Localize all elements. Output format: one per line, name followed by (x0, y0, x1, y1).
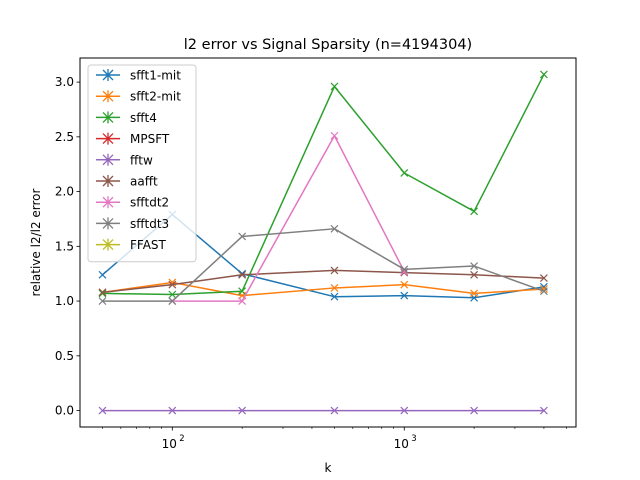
x-tick-exponent: 3 (411, 434, 416, 444)
data-point (470, 270, 479, 279)
data-point (470, 262, 479, 270)
data-point (400, 280, 409, 289)
legend-marker (102, 90, 114, 103)
data-point (98, 270, 107, 279)
data-point (98, 288, 107, 297)
legend: sfft1-mit sfft2-mit sfft4 MPSFT fftw aafft sff… (87, 64, 197, 263)
data-point (238, 269, 247, 278)
data-point (400, 291, 409, 300)
legend-entry: sfft1-mit (96, 69, 181, 83)
data-point (539, 70, 548, 79)
data-point (330, 266, 339, 275)
legend-label: sfft1-mit (130, 69, 181, 83)
legend-marker (102, 217, 114, 230)
x-tick-base: 10 (162, 437, 177, 451)
data-point (238, 232, 247, 241)
legend-marker (102, 238, 114, 251)
y-tick-label: 0.0 (55, 404, 74, 418)
legend-marker (102, 153, 114, 166)
data-point (98, 297, 107, 306)
legend-entry: aafft (96, 175, 158, 189)
data-point (400, 406, 409, 415)
data-point (168, 406, 177, 415)
data-point (400, 268, 409, 277)
data-point (168, 290, 177, 299)
series-line (172, 134, 405, 302)
x-tick-label: 10 (394, 437, 409, 451)
y-tick-label: 1.5 (55, 239, 74, 253)
data-point (330, 284, 339, 292)
data-point (330, 82, 339, 91)
legend-label: aafft (130, 175, 158, 189)
legend-entry: sfftdt3 (96, 217, 169, 231)
data-point (400, 265, 409, 274)
legend-label: sfftdt2 (130, 196, 169, 210)
data-point (330, 224, 339, 233)
legend-label: fftw (130, 153, 153, 167)
legend-label: FFAST (130, 238, 167, 252)
x-tick-exponent: 2 (179, 434, 184, 444)
legend-marker (102, 196, 114, 209)
data-point (98, 289, 107, 298)
legend-label: sfft2-mit (130, 90, 181, 104)
x-tick-label: 10 (162, 437, 177, 451)
series-sfftdt3 (98, 224, 548, 306)
data-point (539, 274, 548, 283)
data-point (98, 406, 107, 415)
chart-title: l2 error vs Signal Sparsity (n=4194304) (184, 37, 472, 53)
data-point (539, 406, 548, 415)
y-tick-label: 1.0 (55, 294, 74, 308)
legend-entry: fftw (96, 153, 153, 167)
data-point (168, 280, 177, 289)
data-point (238, 287, 247, 296)
data-point (539, 287, 548, 296)
data-point (539, 285, 548, 293)
data-point (238, 297, 247, 306)
legend-marker (102, 69, 114, 81)
legend-marker (102, 111, 114, 124)
data-point (470, 406, 479, 415)
legend-entry: sfft4 (96, 111, 157, 125)
series-sfft4 (98, 70, 548, 299)
plot-frame (79, 57, 577, 428)
data-point (470, 289, 479, 298)
y-tick-label: 2.0 (55, 185, 74, 199)
y-tick-label: 2.5 (55, 130, 74, 144)
legend-label: sfftdt3 (130, 217, 169, 231)
y-tick-label: 0.5 (55, 349, 74, 363)
legend-marker (102, 175, 114, 187)
y-tick-label: 3.0 (55, 75, 74, 89)
legend-entry: sfftdt2 (96, 196, 169, 210)
legend-entry: sfft2-mit (96, 90, 181, 104)
data-point (238, 406, 247, 415)
legend-marker (102, 132, 114, 145)
data-point (330, 131, 339, 140)
data-point (330, 292, 339, 301)
legend-entry: FFAST (96, 238, 167, 252)
data-point (470, 207, 479, 216)
x-axis-label: k (325, 461, 332, 475)
data-point (238, 270, 247, 279)
series-aafft (98, 266, 548, 297)
x-tick-base: 10 (394, 437, 409, 451)
data-point (330, 406, 339, 415)
legend-entry: MPSFT (96, 132, 170, 146)
legend-label: sfft4 (130, 111, 157, 125)
data-point (168, 297, 177, 306)
y-axis-label: relative l2/l2 error (29, 188, 43, 296)
data-point (400, 169, 409, 177)
legend-label: MPSFT (130, 132, 170, 146)
legend-box (87, 64, 197, 263)
series-fftw (98, 406, 548, 415)
